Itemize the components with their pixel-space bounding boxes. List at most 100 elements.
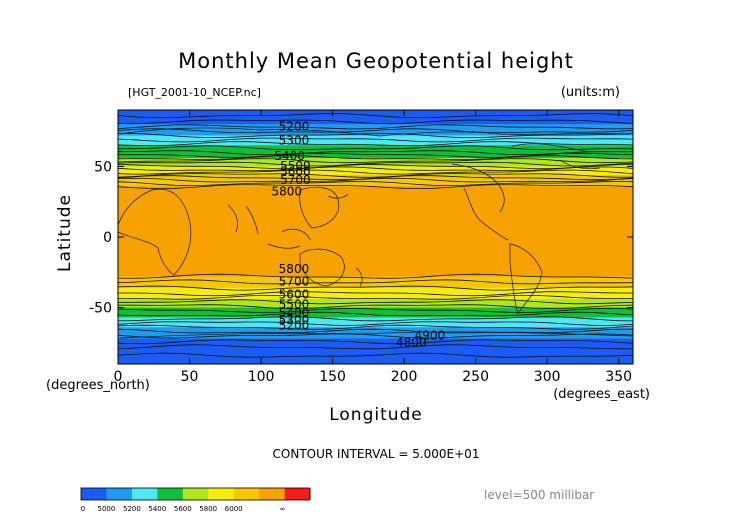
contour-line-13 <box>118 164 633 170</box>
units-label: (units:m) <box>561 85 620 100</box>
contour-line-8 <box>118 150 633 156</box>
contour-line-24 <box>118 291 633 297</box>
contour-label-10: 5500 <box>279 297 310 311</box>
contour-line-11 <box>118 158 633 164</box>
y-unit-label: (degrees_north) <box>46 378 150 393</box>
colorbar-swatch-6 <box>233 488 260 500</box>
file-label: [HGT_2001-10_NCEP.nc] <box>128 86 261 99</box>
contour-label-2: 5400 <box>274 149 305 163</box>
contour-label-14: 4900 <box>415 328 446 342</box>
height-band-12 <box>118 317 633 328</box>
contour-line-27 <box>118 304 633 309</box>
contour-line-28 <box>118 307 633 313</box>
contour-label-15: 4800 <box>396 335 427 349</box>
coastlines <box>118 127 633 339</box>
contour-label-3: 5500 <box>280 159 311 173</box>
contour-label-0: 5200 <box>279 120 310 134</box>
y-tick-label-2: 50 <box>94 159 112 175</box>
contour-line-9 <box>118 152 633 158</box>
x-tick-label-4: 200 <box>391 369 418 385</box>
x-tick-label-2: 100 <box>248 369 275 385</box>
colorbar-label-6: 6000 <box>225 505 243 513</box>
contour-line-12 <box>118 161 633 167</box>
colorbar-label-7: ∞ <box>280 505 286 513</box>
contour-line-26 <box>118 299 633 305</box>
contour-line-2 <box>118 124 633 130</box>
colorbar-swatch-1 <box>106 488 133 500</box>
contour-line-31 <box>118 321 633 326</box>
contour-line-18 <box>118 177 633 183</box>
contour-label-8: 5700 <box>279 275 310 289</box>
x-axis-label: Longitude <box>329 405 423 425</box>
contour-label-1: 5300 <box>279 134 310 148</box>
x-unit-label: (degrees_east) <box>553 387 650 402</box>
contour-line-35 <box>118 339 633 345</box>
contour-label-5: 5700 <box>280 173 311 187</box>
contour-line-25 <box>118 295 633 300</box>
colorbar-swatch-8 <box>284 488 311 500</box>
contour-label-4: 5600 <box>280 165 311 179</box>
contour-line-7 <box>118 145 633 151</box>
colorbar-label-4: 5600 <box>174 505 192 513</box>
colorbar-swatch-3 <box>157 488 184 500</box>
contour-label-9: 5600 <box>279 287 310 301</box>
height-band-10 <box>118 299 633 309</box>
colorbar-label-1: 5000 <box>97 505 115 513</box>
y-axis-label: Latitude <box>55 194 75 272</box>
contour-line-29 <box>118 311 633 317</box>
chart-title: Monthly Mean Geopotential height <box>178 49 574 73</box>
contour-line-30 <box>118 316 633 322</box>
contour-line-34 <box>118 333 633 339</box>
height-band-9 <box>118 287 633 300</box>
contour-label-13: 5200 <box>279 318 310 332</box>
colorbar-label-5: 5800 <box>199 505 217 513</box>
contour-label-7: 5800 <box>279 262 310 276</box>
contour-line-22 <box>118 279 633 285</box>
height-band-6 <box>118 174 633 187</box>
contour-interval-text: CONTOUR INTERVAL = 5.000E+01 <box>273 447 480 461</box>
contour-line-37 <box>118 352 633 358</box>
y-tick-label-0: -50 <box>89 301 112 317</box>
x-tick-label-5: 250 <box>462 369 489 385</box>
contour-line-20 <box>118 184 633 190</box>
contour-line-21 <box>118 273 633 279</box>
height-bands <box>118 110 633 364</box>
colorbar-frame <box>80 487 311 501</box>
contour-line-4 <box>118 133 633 139</box>
x-tick-label-6: 300 <box>534 369 561 385</box>
colorbar-label-2: 5200 <box>123 505 141 513</box>
contour-line-5 <box>118 137 633 143</box>
axis-ticks: 0 50 100 150 200 250 300 350 -50 0 50 <box>89 110 633 385</box>
contour-line-1 <box>118 119 633 125</box>
contour-line-33 <box>118 328 633 334</box>
contour-line-23 <box>118 285 633 291</box>
level-text: level=500 millibar <box>484 488 594 502</box>
height-band-4 <box>118 157 633 168</box>
colorbar-swatch-5 <box>208 488 234 500</box>
contour-lines <box>118 113 633 358</box>
x-tick-label-7: 350 <box>605 369 632 385</box>
contour-line-16 <box>118 173 633 178</box>
height-band-11 <box>118 307 633 319</box>
contour-label-11: 5400 <box>279 306 310 320</box>
contour-line-32 <box>118 324 633 330</box>
contour-line-3 <box>118 128 633 134</box>
contour-labels: 5200530054005500560057005800580057005600… <box>272 120 446 350</box>
contour-line-36 <box>118 344 633 350</box>
colorbar-swatch-0 <box>81 488 107 500</box>
height-band-0 <box>118 110 633 125</box>
contour-line-19 <box>118 181 633 187</box>
colorbar: 0 5000 5200 5400 5600 5800 6000 ∞ <box>80 487 311 513</box>
x-tick-label-1: 50 <box>181 369 199 385</box>
colorbar-label-3: 5400 <box>148 505 166 513</box>
x-tick-label-0: 0 <box>114 369 123 385</box>
colorbar-label-0: 0 <box>81 505 85 513</box>
height-band-14 <box>118 338 633 364</box>
contour-line-6 <box>118 141 633 146</box>
contour-line-10 <box>118 155 633 160</box>
y-tick-label-1: 0 <box>103 230 112 246</box>
height-band-5 <box>118 166 633 176</box>
height-band-2 <box>118 135 633 146</box>
contour-label-12: 5300 <box>279 313 310 327</box>
